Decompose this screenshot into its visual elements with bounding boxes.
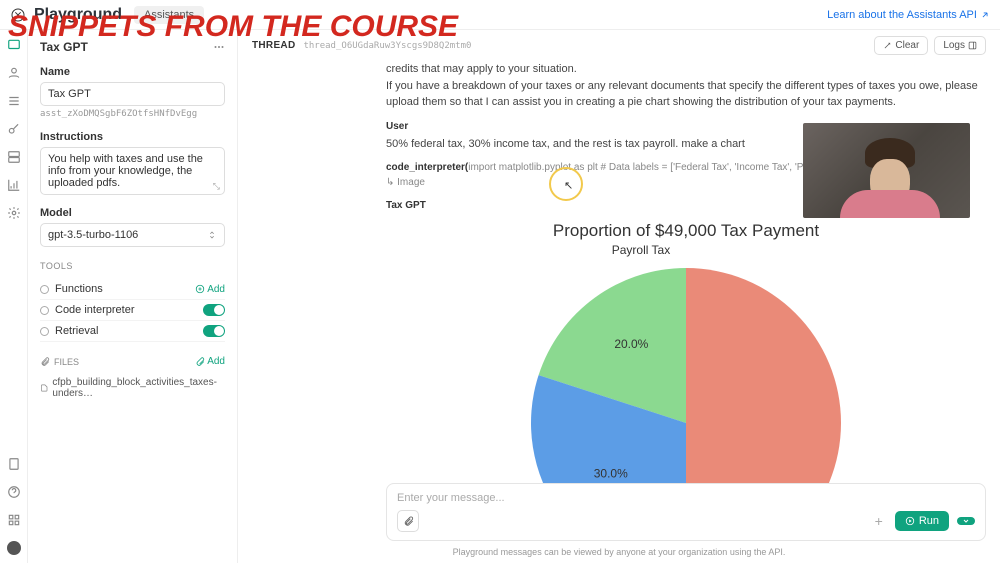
instructions-input[interactable]: You help with taxes and use the info fro… (40, 147, 225, 195)
tool-label: Code interpreter (55, 304, 203, 316)
external-link-icon (980, 10, 990, 20)
name-input[interactable]: Tax GPT (40, 82, 225, 106)
add-file-button[interactable]: Add (195, 356, 225, 367)
add-button[interactable]: + (869, 513, 889, 529)
chevron-updown-icon (207, 229, 217, 241)
tool-code-interpreter[interactable]: Code interpreter (40, 300, 225, 321)
assistant-id: asst_zXoDMQSgbF6ZOtfsHNfDvEgg (40, 109, 225, 119)
icon-sidebar (0, 30, 28, 563)
clear-button[interactable]: Clear (874, 36, 928, 55)
assistant-icon[interactable] (7, 66, 21, 80)
resize-handle-icon[interactable]: ⤡ (213, 181, 220, 192)
message-text: credits that may apply to your situation… (386, 61, 986, 78)
account-avatar[interactable] (7, 541, 21, 555)
tune-icon[interactable] (7, 94, 21, 108)
settings-icon[interactable] (7, 206, 21, 220)
config-sidebar: Tax GPT Name Tax GPT asst_zXoDMQSgbF6ZOt… (28, 30, 238, 563)
radio-icon (40, 306, 49, 315)
pie-chart: Proportion of $49,000 Tax Payment Payrol… (386, 221, 986, 483)
overlay-banner: SNIPPETS FROM THE COURSE (8, 10, 458, 44)
usage-icon[interactable] (7, 178, 21, 192)
toggle-retrieval[interactable] (203, 325, 225, 337)
tools-header: TOOLS (40, 261, 225, 271)
chevron-down-icon (962, 517, 970, 525)
broom-icon (883, 41, 892, 50)
thread-content: THREAD thread_O6UGdaRuw3Yscgs9D8Q2mtm0 C… (238, 30, 1000, 563)
run-label: Run (919, 515, 939, 527)
tool-label: Retrieval (55, 325, 203, 337)
learn-link-label: Learn about the Assistants API (827, 9, 977, 21)
attach-button[interactable] (397, 510, 419, 532)
logs-label: Logs (943, 40, 965, 51)
paperclip-icon (403, 516, 414, 527)
instructions-label: Instructions (40, 131, 225, 143)
file-name: cfpb_building_block_activities_taxes-und… (52, 377, 225, 399)
assistant-message: credits that may apply to your situation… (386, 61, 986, 111)
input-placeholder: Enter your message... (397, 492, 975, 504)
add-label: Add (207, 284, 225, 295)
file-item[interactable]: cfpb_building_block_activities_taxes-und… (40, 371, 225, 405)
message-input[interactable]: Enter your message... + Run (386, 483, 986, 541)
run-dropdown[interactable] (957, 517, 975, 525)
plus-circle-icon (195, 284, 205, 294)
instructions-text: You help with taxes and use the info fro… (48, 153, 203, 189)
run-button[interactable]: Run (895, 511, 949, 531)
message-text: If you have a breakdown of your taxes or… (386, 78, 986, 111)
add-function-button[interactable]: Add (195, 284, 225, 295)
tool-functions[interactable]: Functions Add (40, 279, 225, 300)
svg-text:20.0%: 20.0% (614, 337, 648, 351)
model-select[interactable]: gpt-3.5-turbo-1106 (40, 223, 225, 247)
toggle-code-interpreter[interactable] (203, 304, 225, 316)
code-body: import matplotlib.pyplot as plt # Data l… (468, 162, 814, 173)
key-icon[interactable] (7, 122, 21, 136)
learn-api-link[interactable]: Learn about the Assistants API (827, 9, 990, 21)
tool-retrieval[interactable]: Retrieval (40, 321, 225, 342)
help-icon[interactable] (7, 485, 21, 499)
radio-icon (40, 285, 49, 294)
radio-icon (40, 327, 49, 336)
pie-svg: 20.0% 30.0% (526, 263, 846, 483)
webcam-overlay (803, 123, 970, 218)
chart-title: Proportion of $49,000 Tax Payment (386, 221, 986, 241)
model-value: gpt-3.5-turbo-1106 (48, 229, 138, 241)
code-prefix: code_interpreter( (386, 162, 468, 173)
files-header: FILES (54, 357, 195, 367)
file-icon (40, 383, 48, 393)
svg-text:30.0%: 30.0% (594, 467, 628, 481)
paperclip-icon (195, 357, 205, 367)
name-label: Name (40, 66, 225, 78)
add-label: Add (207, 356, 225, 367)
apps-icon[interactable] (7, 513, 21, 527)
chart-subtitle: Payroll Tax (296, 243, 986, 257)
panel-icon (968, 41, 977, 50)
book-icon[interactable] (7, 457, 21, 471)
paperclip-icon (40, 357, 50, 367)
storage-icon[interactable] (7, 150, 21, 164)
model-label: Model (40, 207, 225, 219)
clear-label: Clear (895, 40, 919, 51)
tool-label: Functions (55, 283, 195, 295)
logs-button[interactable]: Logs (934, 36, 986, 55)
footer-note: Playground messages can be viewed by any… (238, 545, 1000, 563)
play-icon (905, 516, 915, 526)
